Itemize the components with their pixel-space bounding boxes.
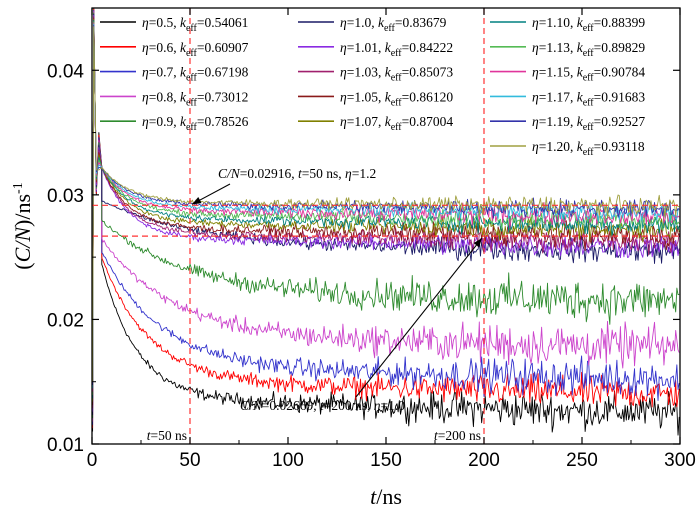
x-tick-label-1: 50 <box>179 450 200 471</box>
x-tick-label-3: 150 <box>370 450 402 471</box>
legend-label-1_03: η=1.03, keff=0.85073 <box>340 65 453 84</box>
series-line-0_9 <box>92 12 680 419</box>
legend-label-1_01: η=1.01, keff=0.84222 <box>340 40 453 59</box>
series-line-0_6 <box>92 8 680 429</box>
y-axis-title: (C/N)/ns-1 <box>10 182 35 269</box>
x-tick-label-6: 300 <box>664 450 696 471</box>
legend-label-1_13: η=1.13, keff=0.89829 <box>532 40 645 59</box>
anno-lower: C/N=0.02669, t=200 ns, η=1.0 <box>240 398 405 413</box>
y-tick-label-2: 0.03 <box>47 186 84 207</box>
x-tick-label-4: 200 <box>468 450 500 471</box>
x-axis-title: t/ns <box>370 484 402 509</box>
legend-label-1_05: η=1.05, keff=0.86120 <box>340 89 453 108</box>
series-line-0_5 <box>92 8 680 436</box>
anno-lower-arrow <box>355 237 483 398</box>
legend-label-1_10: η=1.10, keff=0.88399 <box>532 15 645 34</box>
series-line-1_07 <box>92 18 680 402</box>
series-line-0_8 <box>92 11 680 422</box>
y-tick-label-3: 0.04 <box>47 61 84 82</box>
legend-label-1_07: η=1.07, keff=0.87004 <box>340 114 453 133</box>
x-tick-label-5: 250 <box>566 450 598 471</box>
legend-label-1_17: η=1.17, keff=0.91683 <box>532 89 645 108</box>
x-tick-label-2: 100 <box>272 450 304 471</box>
anno-lower-arrow-head <box>473 238 482 248</box>
vline-label-0: t=50 ns <box>147 428 187 443</box>
anno-upper-arrow-head <box>192 196 202 205</box>
legend-label-0_8: η=0.8, keff=0.73012 <box>142 89 248 108</box>
legend-label-1_15: η=1.15, keff=0.90784 <box>532 65 645 84</box>
legend-label-1_0: η=1.0, keff=0.83679 <box>340 15 447 34</box>
legend-label-0_6: η=0.6, keff=0.60907 <box>142 40 249 59</box>
series-line-1_13 <box>92 21 680 396</box>
y-tick-label-0: 0.01 <box>47 435 84 456</box>
legend-label-0_5: η=0.5, keff=0.54061 <box>142 15 248 34</box>
legend-label-1_20: η=1.20, keff=0.93118 <box>532 139 645 158</box>
legend: η=0.5, keff=0.54061 η=0.6, keff=0.60907 η=… <box>100 15 645 158</box>
series-line-1_17 <box>92 23 680 389</box>
series-line-0_7 <box>92 10 680 425</box>
legend-label-0_7: η=0.7, keff=0.67198 <box>142 65 249 84</box>
x-tick-label-0: 0 <box>87 450 98 471</box>
vline-label-1: t=200 ns <box>434 428 481 443</box>
legend-label-0_9: η=0.9, keff=0.78526 <box>142 114 249 133</box>
series-group <box>92 8 680 436</box>
y-tick-label-1: 0.02 <box>47 310 84 331</box>
series-line-1_01 <box>92 15 680 412</box>
legend-label-1_19: η=1.19, keff=0.92527 <box>532 114 645 133</box>
anno-upper: C/N=0.02916, t=50 ns, η=1.2 <box>218 166 376 181</box>
